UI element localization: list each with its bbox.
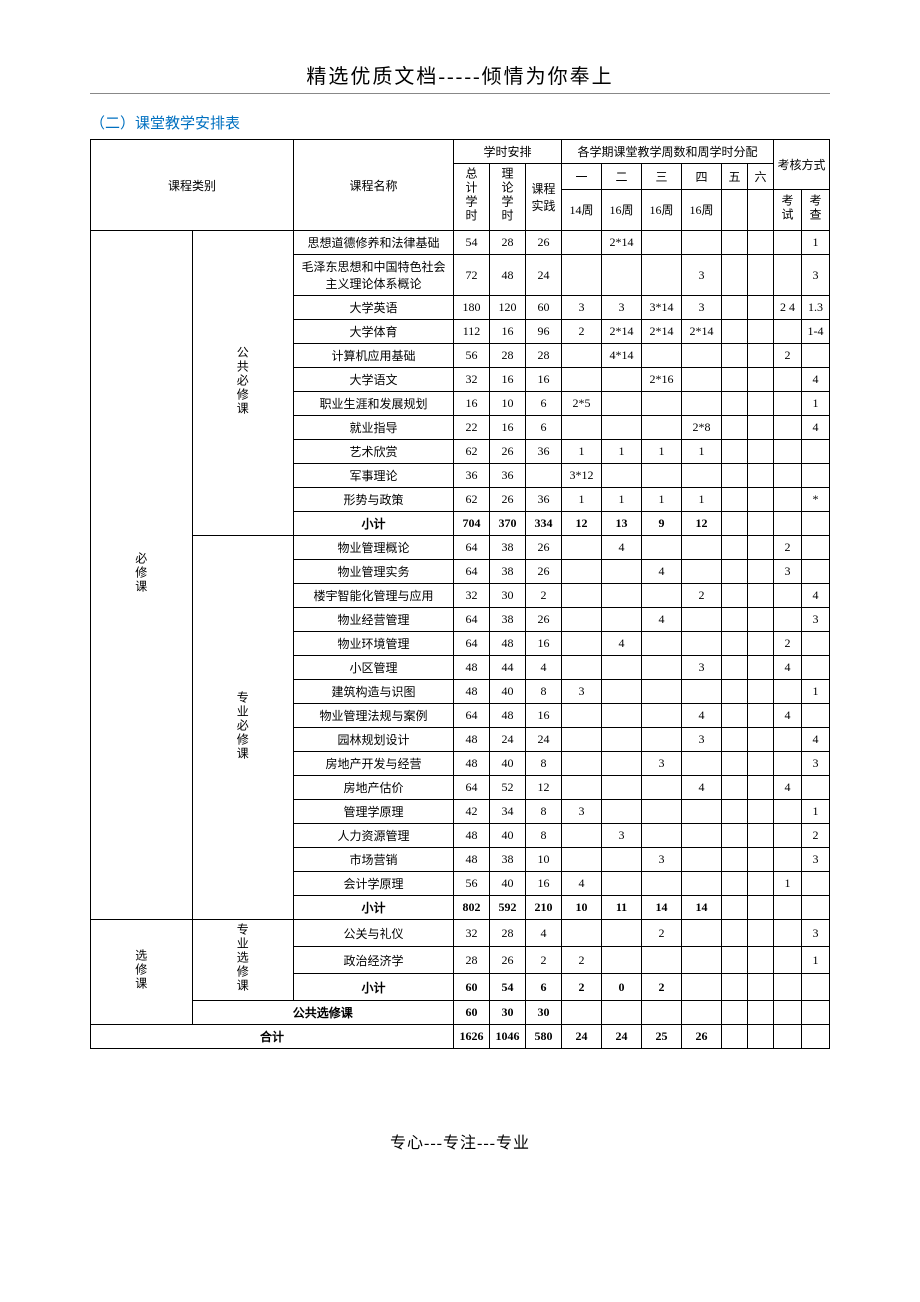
sem-1-weeks: 14周	[562, 189, 602, 230]
sem-5-weeks	[722, 189, 748, 230]
course-name-cell: 思想道德修养和法律基础	[294, 231, 454, 255]
course-name-cell: 公关与礼仪	[294, 920, 454, 947]
section-title: （二）课堂教学安排表	[90, 112, 830, 133]
course-name-cell: 小区管理	[294, 656, 454, 680]
course-name-cell: 房地产开发与经营	[294, 752, 454, 776]
course-name-cell: 艺术欣赏	[294, 440, 454, 464]
category-l1: 必修课	[91, 231, 193, 920]
table-row: 选修课专业选修课公关与礼仪3228423	[91, 920, 830, 947]
course-name-cell: 大学语文	[294, 368, 454, 392]
category-l2: 公共必修课	[192, 231, 294, 536]
course-name-cell: 楼宇智能化管理与应用	[294, 584, 454, 608]
course-name-cell: 物业环境管理	[294, 632, 454, 656]
sem-6: 六	[748, 164, 774, 190]
col-exam: 考试	[779, 194, 796, 222]
col-sem-group: 各学期课堂教学周数和周学时分配	[562, 140, 774, 164]
course-name-cell: 大学体育	[294, 320, 454, 344]
page-footer: 专心---专注---专业	[90, 1129, 830, 1153]
course-name-cell: 物业管理法规与案例	[294, 704, 454, 728]
course-name-cell: 物业经营管理	[294, 608, 454, 632]
course-name-cell: 毛泽东思想和中国特色社会主义理论体系概论	[294, 255, 454, 296]
course-name-cell: 军事理论	[294, 464, 454, 488]
sem-2-weeks: 16周	[602, 189, 642, 230]
course-name-cell: 计算机应用基础	[294, 344, 454, 368]
course-name-cell: 园林规划设计	[294, 728, 454, 752]
sem-4: 四	[682, 164, 722, 190]
course-name-cell: 大学英语	[294, 296, 454, 320]
sem-2: 二	[602, 164, 642, 190]
header-divider	[90, 93, 830, 94]
course-name-cell: 小计	[294, 974, 454, 1001]
table-row: 公共选修课603030	[91, 1001, 830, 1025]
col-check: 考查	[807, 194, 824, 222]
course-name-cell: 小计	[294, 512, 454, 536]
schedule-table: 课程类别 课程名称 学时安排 各学期课堂教学周数和周学时分配 考核方式 总计学时…	[90, 139, 830, 1049]
course-name-cell: 形势与政策	[294, 488, 454, 512]
sem-3: 三	[642, 164, 682, 190]
category-l2: 专业必修课	[192, 536, 294, 920]
course-name-cell: 政治经济学	[294, 947, 454, 974]
col-exam-group: 考核方式	[774, 140, 830, 190]
total-row: 合计1626104658024242526	[91, 1025, 830, 1049]
extra-row-name: 公共选修课	[192, 1001, 454, 1025]
col-total-hours: 总计学时	[463, 167, 480, 223]
category-l2: 专业选修课	[192, 920, 294, 1001]
course-name-cell: 人力资源管理	[294, 824, 454, 848]
col-hours-group: 学时安排	[454, 140, 562, 164]
course-name-cell: 市场营销	[294, 848, 454, 872]
sem-6-weeks	[748, 189, 774, 230]
course-name-cell: 会计学原理	[294, 872, 454, 896]
sem-1: 一	[562, 164, 602, 190]
table-row: 必修课公共必修课思想道德修养和法律基础5428262*141	[91, 231, 830, 255]
course-name-cell: 职业生涯和发展规划	[294, 392, 454, 416]
course-name-cell: 房地产估价	[294, 776, 454, 800]
col-theory-hours: 理论学时	[499, 167, 516, 223]
category-l1: 选修课	[91, 920, 193, 1025]
course-name-cell: 就业指导	[294, 416, 454, 440]
course-name-cell: 物业管理概论	[294, 536, 454, 560]
course-name-cell: 管理学原理	[294, 800, 454, 824]
table-body: 必修课公共必修课思想道德修养和法律基础5428262*141毛泽东思想和中国特色…	[91, 231, 830, 1049]
total-label: 合计	[91, 1025, 454, 1049]
sem-4-weeks: 16周	[682, 189, 722, 230]
sem-3-weeks: 16周	[642, 189, 682, 230]
sem-5: 五	[722, 164, 748, 190]
table-row: 专业必修课物业管理概论64382642	[91, 536, 830, 560]
course-name-cell: 小计	[294, 896, 454, 920]
col-course-name: 课程名称	[294, 140, 454, 231]
col-category: 课程类别	[168, 179, 216, 193]
course-name-cell: 物业管理实务	[294, 560, 454, 584]
page-header: 精选优质文档-----倾情为你奉上	[90, 60, 830, 89]
col-practice-hours: 课程实践	[531, 182, 555, 213]
course-name-cell: 建筑构造与识图	[294, 680, 454, 704]
